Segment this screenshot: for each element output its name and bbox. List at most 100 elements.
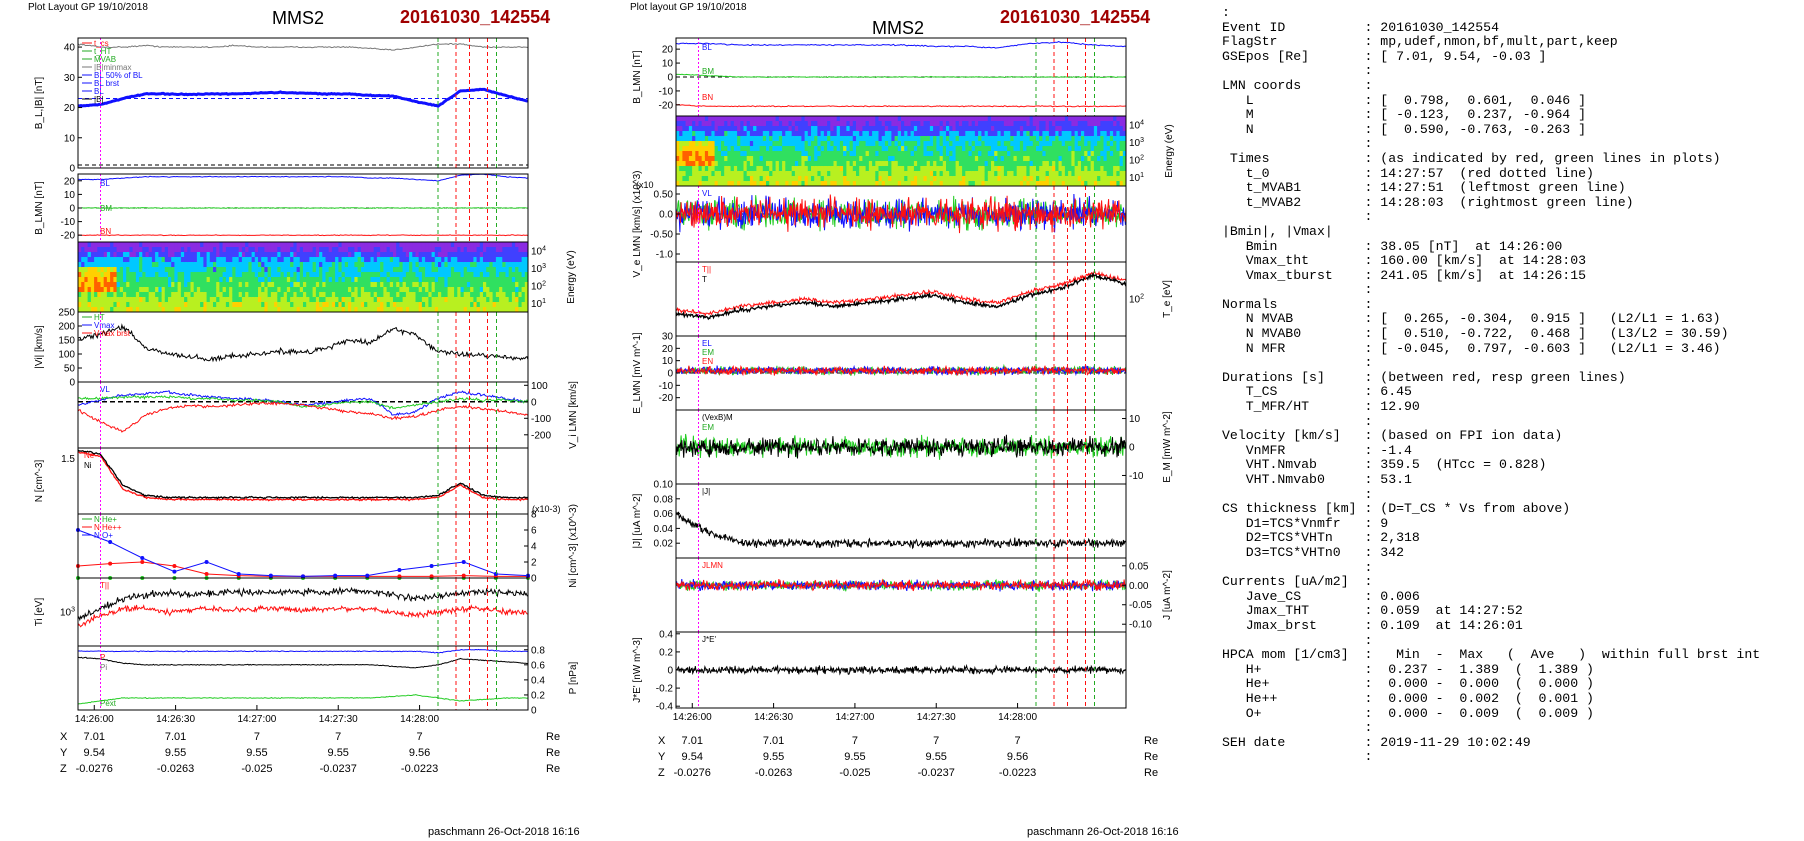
spectrogram-cell: [180, 297, 185, 303]
spectrogram-cell: [994, 136, 998, 142]
spectrogram-cell: [476, 297, 481, 303]
info-value: : [ 7.01, 9.54, -0.03 ]: [1364, 48, 1547, 64]
spectrogram-cell: [274, 302, 278, 308]
spectrogram-cell: [717, 181, 722, 187]
spectrogram-cell: [376, 287, 381, 293]
spectrogram-cell: [483, 257, 487, 263]
spectrogram-cell: [299, 242, 304, 248]
spectrogram-cell: [306, 262, 310, 268]
legend-label: |B|: [94, 95, 104, 104]
legend-label: BL: [702, 43, 712, 52]
spectrogram-cell: [1097, 151, 1101, 157]
spectrogram-cell: [110, 297, 114, 303]
info-key: SEH date: [1222, 734, 1365, 750]
spectrogram-cell: [454, 302, 458, 308]
y-tick-label: 0.4: [659, 629, 673, 640]
spectrogram-cell: [769, 126, 773, 132]
spectrogram-cell: [351, 267, 355, 273]
data-point: [333, 573, 338, 578]
info-row: Normals :: [1222, 297, 1800, 313]
spectrogram-cell: [920, 151, 924, 157]
spectrogram-cell: [386, 272, 391, 278]
spectrogram-cell: [1045, 171, 1050, 177]
spectrogram-cell: [1081, 146, 1085, 152]
spectrogram-cell: [184, 262, 188, 268]
spectrogram-cell: [196, 297, 201, 303]
spectrogram-cell: [190, 262, 195, 268]
spectrogram-cell: [949, 116, 953, 122]
spectrogram-cell: [791, 181, 796, 187]
spectrogram-cell: [174, 247, 179, 253]
spectrogram-cell: [235, 287, 240, 293]
spectrogram-cell: [168, 297, 172, 303]
spectrogram-cell: [830, 146, 834, 152]
spectrogram-cell: [1074, 121, 1079, 127]
spectrogram-cell: [839, 166, 844, 172]
spectrogram-cell: [1003, 156, 1008, 162]
spectrogram-cell: [772, 116, 777, 122]
spectrogram-cell: [521, 247, 526, 253]
spectrogram-cell: [216, 277, 220, 283]
spectrogram-cell: [463, 307, 468, 313]
spectrogram-cell: [1029, 121, 1034, 127]
spectrogram-cell: [933, 126, 937, 132]
spectrogram-cell: [881, 116, 886, 122]
spectrogram-cell: [463, 262, 468, 268]
spectrogram-cell: [807, 141, 812, 147]
spectrogram-cell: [1016, 161, 1021, 167]
x-tick-label: 14:27:30: [917, 712, 956, 723]
spectrogram-cell: [344, 277, 349, 283]
spectrogram-cell: [692, 151, 696, 157]
spectrogram-cell: [708, 181, 712, 187]
spectrogram-cell: [952, 181, 957, 187]
spectrogram-cell: [798, 156, 802, 162]
spectrogram-cell: [1000, 176, 1005, 182]
spectrogram-cell: [94, 307, 98, 313]
spectrogram-cell: [775, 116, 780, 122]
spectrogram-cell: [1074, 156, 1079, 162]
spectrogram-cell: [94, 242, 98, 248]
spectrogram-cell: [142, 262, 146, 268]
spectrogram-cell: [823, 121, 828, 127]
spectrogram-cell: [1052, 161, 1056, 167]
spectrogram-cell: [872, 116, 876, 122]
spectrogram-cell: [245, 287, 249, 293]
spectrogram-cell: [229, 277, 233, 283]
spectrogram-cell: [229, 292, 233, 298]
spectrogram-cell: [881, 126, 886, 132]
info-key: N: [1222, 121, 1365, 137]
spectrogram-cell: [399, 252, 404, 258]
spectrogram-cell: [216, 252, 220, 258]
spectrogram-cell: [286, 247, 291, 253]
info-value: : 342: [1364, 544, 1405, 560]
spectrogram-cell: [875, 161, 879, 167]
spectrogram-cell: [106, 277, 111, 283]
position-unit: Re: [1144, 751, 1158, 763]
spectrogram-cell: [402, 307, 407, 313]
info-key: Vmax_tburst: [1222, 267, 1365, 283]
spectrogram-cell: [476, 307, 481, 313]
spectrogram-cell: [1074, 146, 1079, 152]
spectrogram-cell: [1093, 161, 1098, 167]
spectrogram-cell: [952, 166, 957, 172]
spectrogram-cell: [110, 242, 114, 248]
spectrogram-cell: [788, 176, 793, 182]
spectrogram-cell: [946, 176, 950, 182]
spectrogram-cell: [511, 287, 516, 293]
info-row: Event ID : 20161030_142554: [1222, 20, 1800, 36]
spectrogram-cell: [849, 151, 854, 157]
spectrogram-cell: [859, 151, 863, 157]
spectrogram-cell: [971, 171, 976, 177]
spectrogram-cell: [849, 121, 854, 127]
spectrogram-cell: [1052, 156, 1056, 162]
spectrogram-cell: [421, 287, 426, 293]
spectrogram-cell: [1023, 126, 1027, 132]
spectrogram-cell: [515, 287, 519, 293]
legend-label: T||: [702, 265, 711, 274]
spectrogram-cell: [717, 116, 722, 122]
spectrogram-cell: [322, 242, 326, 248]
spectrogram-cell: [971, 116, 976, 122]
spectrogram-cell: [521, 257, 526, 263]
position-value: 7: [417, 731, 423, 743]
info-value: : Min - Max ( Ave ) within full brst int: [1364, 647, 1761, 663]
